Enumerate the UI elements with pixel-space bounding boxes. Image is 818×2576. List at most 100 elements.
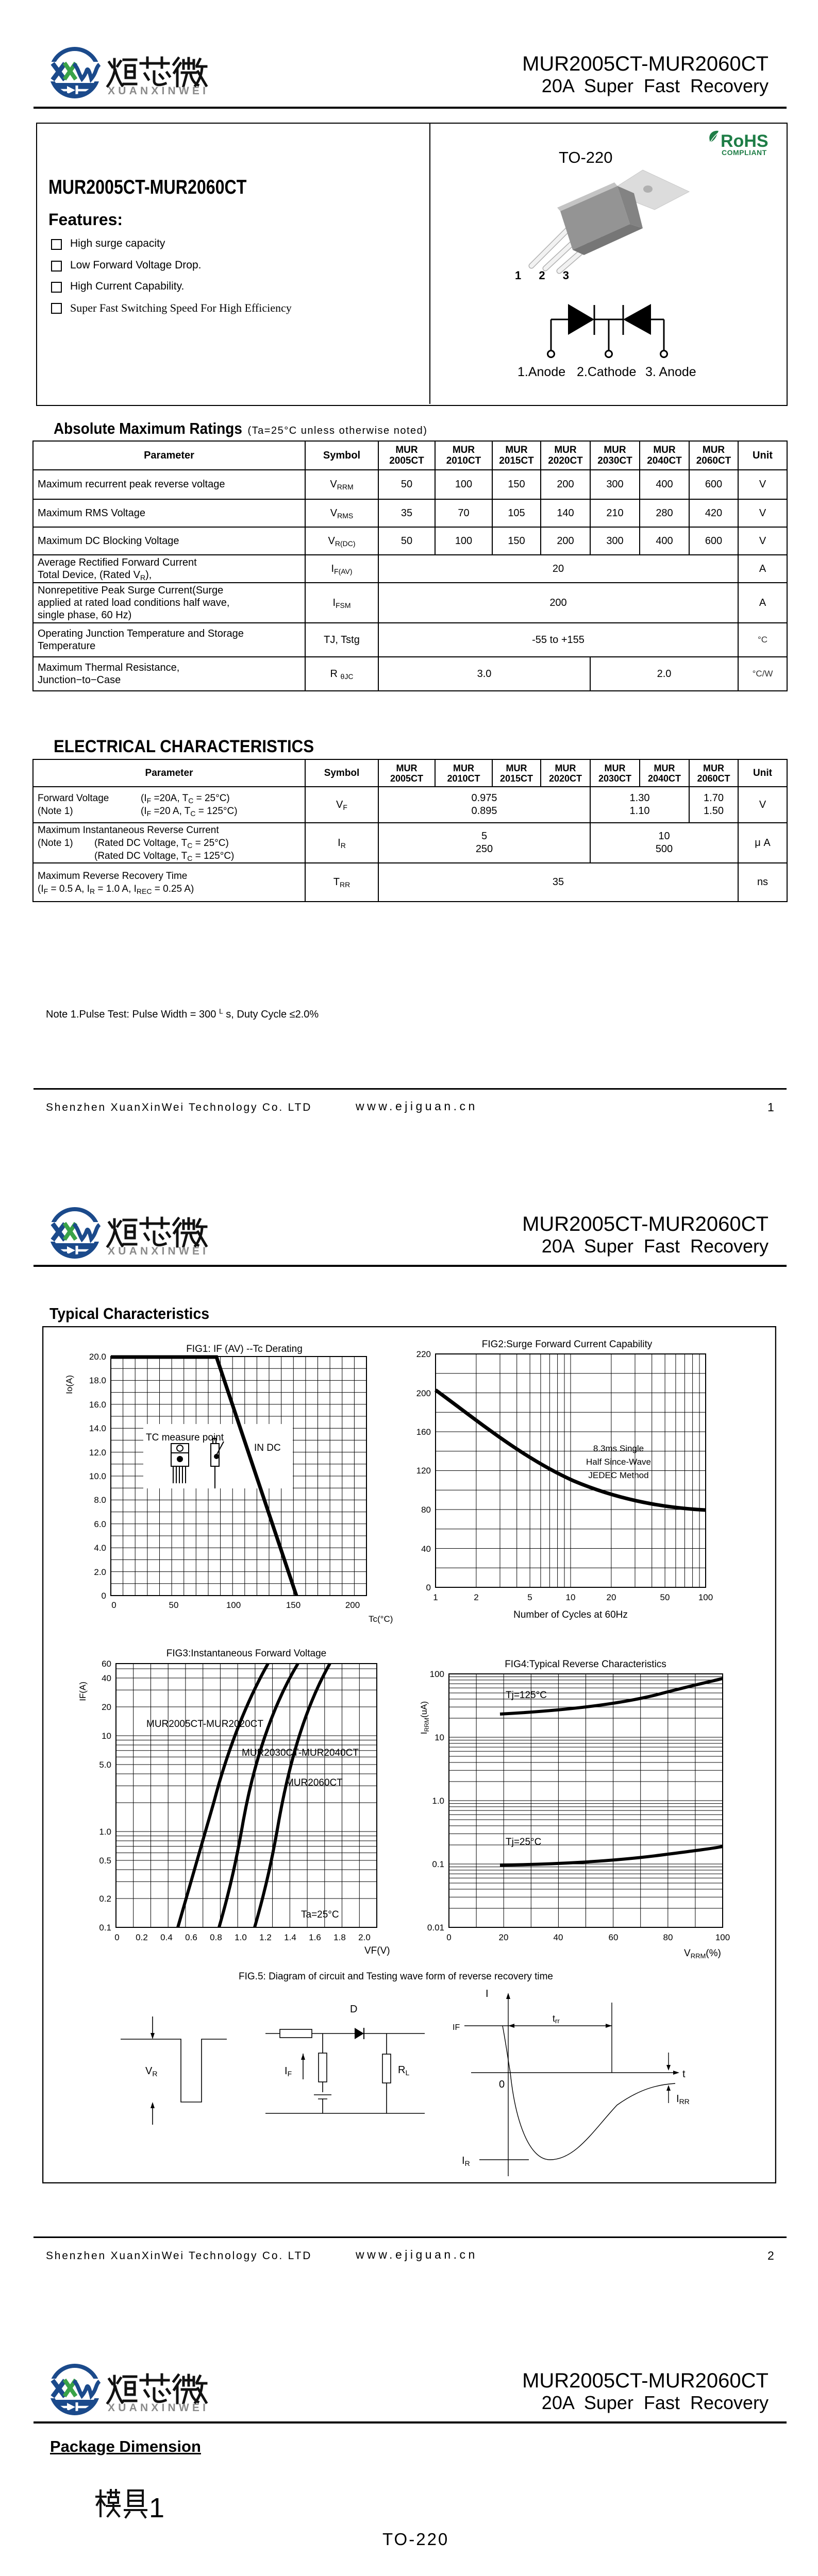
- svg-text:10: 10: [102, 1731, 111, 1741]
- svg-text:0.8: 0.8: [210, 1933, 222, 1942]
- svg-text:10: 10: [566, 1592, 576, 1602]
- svg-text:80: 80: [421, 1505, 431, 1515]
- svg-text:20: 20: [102, 1702, 111, 1712]
- svg-text:40: 40: [554, 1933, 563, 1942]
- svg-text:RL: RL: [398, 2064, 409, 2077]
- svg-text:IF(A): IF(A): [78, 1682, 88, 1701]
- svg-text:1.0: 1.0: [432, 1796, 444, 1806]
- svg-text:Half Since-Wave: Half Since-Wave: [586, 1457, 651, 1467]
- svg-text:100: 100: [226, 1600, 241, 1610]
- svg-text:FIG2:Surge Forward Current Cap: FIG2:Surge Forward Current Capability: [482, 1339, 653, 1350]
- svg-text:IRRM(uA): IRRM(uA): [419, 1701, 430, 1734]
- svg-text:Tj=125°C: Tj=125°C: [506, 1690, 547, 1701]
- svg-text:0.2: 0.2: [99, 1894, 111, 1904]
- svg-text:4.0: 4.0: [94, 1543, 106, 1553]
- svg-text:IF: IF: [453, 2023, 460, 2032]
- svg-text:VRRM(%): VRRM(%): [684, 1948, 721, 1960]
- svg-text:1.2: 1.2: [259, 1933, 272, 1942]
- svg-text:FIG4:Typical Reverse Character: FIG4:Typical Reverse Characteristics: [505, 1659, 666, 1670]
- svg-text:0.4: 0.4: [160, 1933, 173, 1942]
- svg-text:0: 0: [499, 2079, 505, 2090]
- svg-text:8.0: 8.0: [94, 1495, 106, 1505]
- svg-text:220: 220: [416, 1349, 431, 1359]
- svg-text:RoHS: RoHS: [721, 131, 769, 151]
- svg-text:1.0: 1.0: [235, 1933, 247, 1942]
- svg-text:20.0: 20.0: [89, 1352, 106, 1362]
- svg-text:0.01: 0.01: [427, 1923, 444, 1933]
- svg-text:IN DC: IN DC: [254, 1443, 281, 1453]
- svg-text:IR: IR: [462, 2155, 470, 2167]
- svg-text:10.0: 10.0: [89, 1471, 106, 1481]
- svg-text:I: I: [486, 1988, 489, 1999]
- svg-text:Tc(°C): Tc(°C): [369, 1614, 393, 1624]
- svg-text:12.0: 12.0: [89, 1448, 106, 1458]
- svg-text:0: 0: [446, 1933, 451, 1942]
- svg-text:2: 2: [474, 1592, 478, 1602]
- svg-text:FIG3:Instantaneous Forward Vol: FIG3:Instantaneous Forward Voltage: [166, 1648, 327, 1659]
- svg-text:0: 0: [426, 1583, 431, 1592]
- svg-text:160: 160: [416, 1427, 431, 1437]
- svg-text:6.0: 6.0: [94, 1519, 106, 1529]
- svg-text:0: 0: [102, 1591, 106, 1601]
- svg-text:MUR2005CT-MUR2020CT: MUR2005CT-MUR2020CT: [146, 1719, 263, 1730]
- svg-text:Number of Cycles at 60Hz: Number of Cycles at 60Hz: [513, 1609, 628, 1620]
- svg-text:20: 20: [607, 1592, 616, 1602]
- svg-text:XUANXINWEI: XUANXINWEI: [108, 85, 209, 97]
- svg-text:VR: VR: [145, 2065, 157, 2078]
- svg-text:0.1: 0.1: [99, 1923, 111, 1933]
- svg-text:MUR2060CT: MUR2060CT: [286, 1777, 343, 1788]
- svg-text:0.6: 0.6: [185, 1933, 197, 1942]
- svg-text:1: 1: [433, 1592, 438, 1602]
- svg-text:FIG.5: Diagram of circuit and: FIG.5: Diagram of circuit and Testing wa…: [239, 1971, 553, 1982]
- svg-text:MUR2030CT-MUR2040CT: MUR2030CT-MUR2040CT: [242, 1748, 359, 1758]
- svg-text:150: 150: [286, 1600, 301, 1610]
- svg-text:1.8: 1.8: [333, 1933, 346, 1942]
- svg-text:100: 100: [715, 1933, 730, 1942]
- svg-text:1.4: 1.4: [284, 1933, 296, 1942]
- svg-text:200: 200: [345, 1600, 360, 1610]
- svg-text:2.Cathode: 2.Cathode: [577, 365, 636, 379]
- svg-text:8.3ms Single: 8.3ms Single: [593, 1444, 644, 1453]
- svg-text:40: 40: [421, 1544, 431, 1554]
- svg-text:10: 10: [435, 1733, 444, 1742]
- svg-text:2.0: 2.0: [94, 1567, 106, 1577]
- svg-text:VF(V): VF(V): [364, 1945, 390, 1956]
- svg-text:JEDEC Method: JEDEC Method: [588, 1470, 648, 1480]
- svg-text:0: 0: [111, 1600, 116, 1610]
- svg-text:60: 60: [609, 1933, 619, 1942]
- svg-text:200: 200: [416, 1388, 431, 1398]
- svg-text:14.0: 14.0: [89, 1423, 106, 1433]
- svg-text:XUANXINWEI: XUANXINWEI: [108, 1245, 209, 1257]
- svg-text:20: 20: [499, 1933, 509, 1942]
- svg-text:Io(A): Io(A): [64, 1375, 74, 1394]
- svg-text:trr: trr: [553, 2013, 560, 2025]
- svg-text:t: t: [682, 2069, 686, 2080]
- svg-text:50: 50: [169, 1600, 179, 1610]
- svg-text:5: 5: [527, 1592, 532, 1602]
- svg-text:COMPLIANT: COMPLIANT: [722, 148, 767, 157]
- svg-text:50: 50: [660, 1592, 670, 1602]
- svg-text:16.0: 16.0: [89, 1400, 106, 1410]
- svg-text:0: 0: [114, 1933, 119, 1942]
- svg-text:1.Anode: 1.Anode: [517, 365, 565, 379]
- svg-text:D: D: [350, 2004, 357, 2015]
- svg-text:1.0: 1.0: [99, 1827, 111, 1837]
- svg-text:XUANXINWEI: XUANXINWEI: [108, 2402, 209, 2414]
- svg-text:3. Anode: 3. Anode: [645, 365, 696, 379]
- svg-text:FIG1: IF (AV) --Tc Derating: FIG1: IF (AV) --Tc Derating: [186, 1344, 303, 1354]
- svg-text:40: 40: [102, 1673, 111, 1683]
- svg-text:IRR: IRR: [676, 2093, 690, 2106]
- svg-text:1: 1: [149, 2493, 164, 2519]
- svg-text:100: 100: [430, 1669, 444, 1679]
- svg-text:60: 60: [102, 1659, 111, 1669]
- svg-text:Ta=25°C: Ta=25°C: [301, 1909, 339, 1920]
- svg-text:18.0: 18.0: [89, 1376, 106, 1385]
- svg-text:2.0: 2.0: [358, 1933, 371, 1942]
- svg-text:0.5: 0.5: [99, 1856, 111, 1866]
- svg-text:100: 100: [698, 1592, 713, 1602]
- svg-text:120: 120: [416, 1466, 431, 1476]
- svg-text:0.1: 0.1: [432, 1859, 444, 1869]
- svg-text:5.0: 5.0: [99, 1760, 111, 1770]
- svg-text:0.2: 0.2: [136, 1933, 148, 1942]
- svg-text:80: 80: [663, 1933, 673, 1942]
